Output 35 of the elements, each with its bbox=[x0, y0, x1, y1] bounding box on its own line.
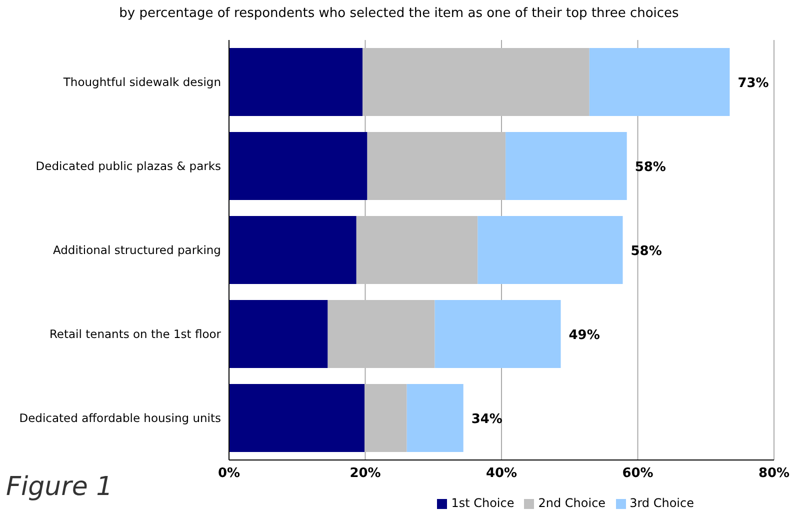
legend-label: 2nd Choice bbox=[538, 496, 606, 510]
y-tick-label: Retail tenants on the 1st floor bbox=[49, 327, 222, 342]
bar bbox=[229, 384, 365, 452]
x-tick-label: 0% bbox=[218, 466, 240, 482]
bar bbox=[229, 132, 368, 200]
bar bbox=[478, 216, 623, 284]
x-tick-label: 40% bbox=[486, 466, 518, 482]
total-label: 58% bbox=[634, 160, 666, 175]
bar bbox=[406, 384, 464, 452]
chart-title: by percentage of respondents who selected the item as one of their top three choices bbox=[118, 6, 680, 21]
bar bbox=[589, 48, 730, 116]
total-label: 49% bbox=[568, 328, 600, 343]
total-label: 34% bbox=[471, 412, 502, 427]
bar bbox=[367, 132, 506, 200]
total-label: 73% bbox=[738, 76, 769, 91]
caption: Figure 1 bbox=[6, 472, 113, 502]
bar bbox=[229, 48, 363, 116]
bar bbox=[328, 300, 435, 368]
y-tick-label: Dedicated affordable housing units bbox=[19, 411, 221, 426]
x-tick-label: 20% bbox=[350, 466, 381, 482]
bar bbox=[364, 384, 407, 452]
y-tick-label: Dedicated public plazas & parks bbox=[36, 159, 222, 174]
x-tick-label: 60% bbox=[622, 466, 654, 482]
bar bbox=[506, 132, 627, 200]
y-tick-label: Additional structured parking bbox=[52, 243, 221, 258]
total-label: 58% bbox=[630, 244, 662, 259]
bar bbox=[434, 300, 561, 368]
bar bbox=[356, 216, 478, 284]
legend-label: 1st Choice bbox=[451, 496, 514, 510]
bar bbox=[229, 300, 328, 368]
bar bbox=[229, 216, 356, 284]
y-tick-label: Thoughtful sidewalk design bbox=[62, 75, 221, 90]
x-tick-label: 80% bbox=[758, 466, 790, 482]
bar bbox=[362, 48, 590, 116]
legend-label: 3rd Choice bbox=[630, 496, 694, 510]
